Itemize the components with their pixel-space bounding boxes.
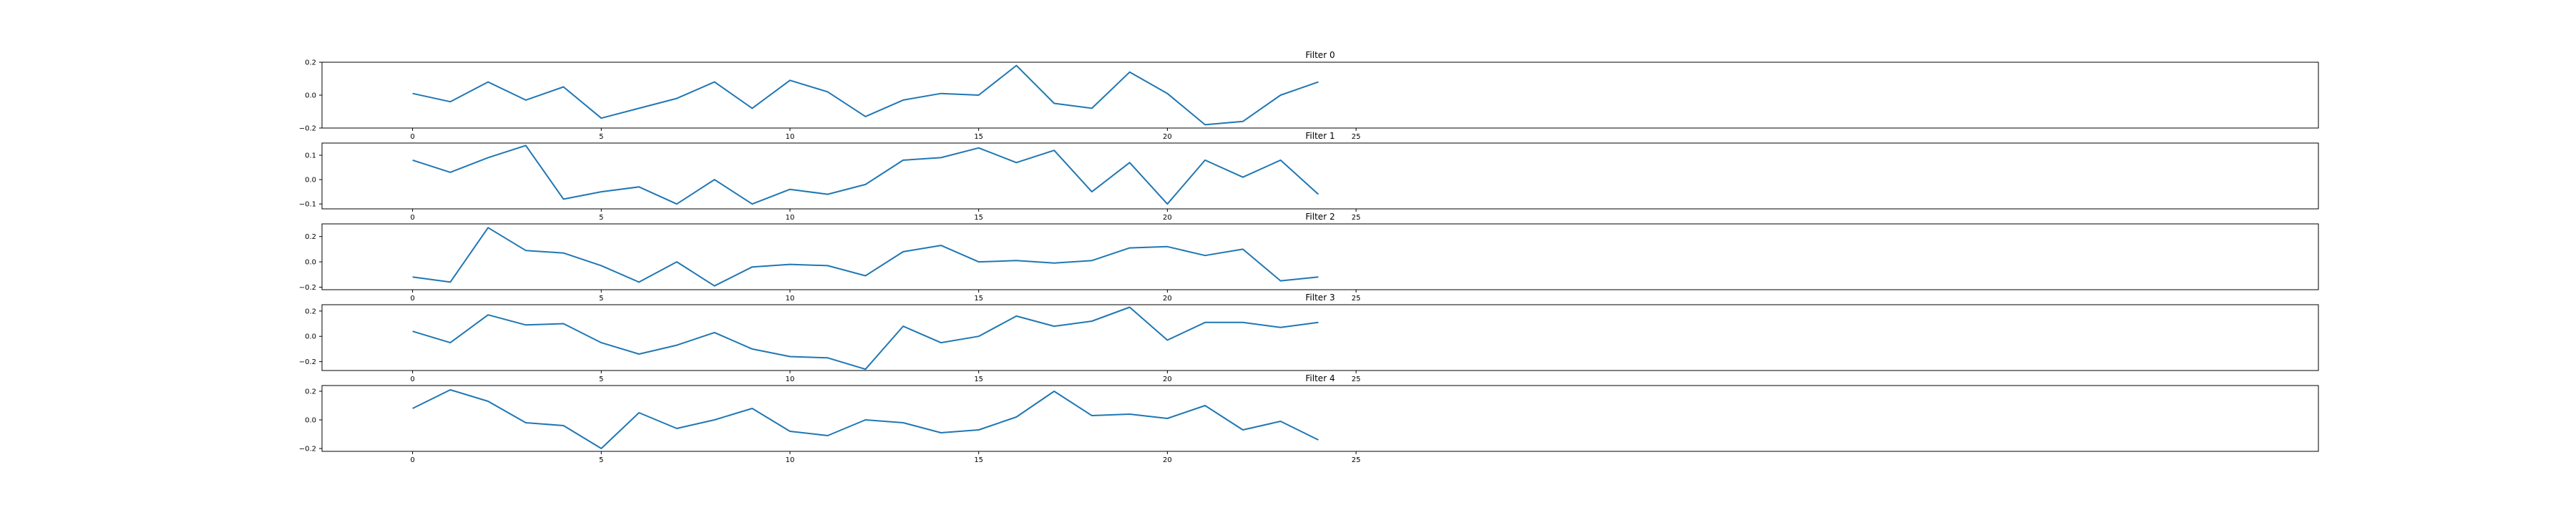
x-tick-label: 20 [1163,295,1172,303]
x-tick-label: 25 [1352,214,1361,222]
y-tick-label: 0.0 [305,417,316,425]
x-tick-label: 15 [974,295,983,303]
series-line [412,144,1319,205]
x-tick-label: 5 [599,214,603,222]
series-line [412,64,1319,126]
subplot-title: Filter 0 [1305,50,1335,60]
x-tick-label: 20 [1163,214,1172,222]
y-tick-label: 0.2 [305,233,316,241]
subplot-filter-0: Filter 0 0 5 10 15 20 25 −0.2 0.0 0.2 [299,50,2319,141]
x-tick-label: 15 [974,133,983,141]
y-tick-label: −0.2 [299,125,316,133]
x-tick-label: 10 [786,295,795,303]
subplot-title: Filter 1 [1305,131,1335,141]
subplot-filter-3: Filter 3 0 5 10 15 20 25 −0.2 0.0 0.2 [299,293,2319,383]
x-tick-label: 0 [410,295,414,303]
x-tick-label: 5 [599,456,603,464]
x-tick-label: 0 [410,456,414,464]
axes-frame [321,142,2319,210]
axes-frame [321,304,2319,371]
y-tick-label: −0.2 [299,446,316,453]
x-tick-label: 15 [974,456,983,464]
series-line [412,227,1319,287]
subplot-title: Filter 2 [1305,212,1335,222]
x-tick-label: 10 [786,214,795,222]
subplot-filter-1: Filter 1 0 5 10 15 20 25 −0.1 0.0 0.1 [299,131,2319,222]
x-tick-label: 20 [1163,133,1172,141]
x-tick-label: 0 [410,133,414,141]
y-tick-label: 0.2 [305,59,316,67]
y-tick-label: 0.2 [305,388,316,396]
subplot-title: Filter 3 [1305,293,1335,303]
y-tick-label: −0.2 [299,358,316,366]
x-tick-label: 25 [1352,456,1361,464]
x-tick-label: 5 [599,376,603,383]
x-tick-label: 15 [974,214,983,222]
y-tick-label: 0.0 [305,92,316,100]
x-tick-label: 5 [599,295,603,303]
x-tick-label: 10 [786,456,795,464]
x-tick-label: 5 [599,133,603,141]
x-tick-label: 25 [1352,376,1361,383]
y-tick-label: 0.0 [305,177,316,185]
subplot-title: Filter 4 [1305,373,1335,383]
axes-frame [321,62,2319,129]
subplot-filter-4: Filter 4 0 5 10 15 20 25 −0.2 0.0 0.2 [299,373,2319,464]
y-tick-label: 0.0 [305,333,316,341]
x-tick-label: 0 [410,214,414,222]
x-tick-label: 10 [786,133,795,141]
x-tick-label: 25 [1352,133,1361,141]
series-line [412,306,1319,371]
x-tick-label: 20 [1163,456,1172,464]
y-tick-label: 0.1 [305,152,316,160]
x-tick-label: 0 [410,376,414,383]
subplot-filter-2: Filter 2 0 5 10 15 20 25 −0.2 0.0 0.2 [299,212,2319,303]
y-tick-label: −0.1 [299,201,316,209]
x-tick-label: 20 [1163,376,1172,383]
series-line [412,389,1319,449]
y-tick-label: 0.2 [305,308,316,315]
y-tick-label: 0.0 [305,259,316,267]
x-tick-label: 10 [786,376,795,383]
y-tick-label: −0.2 [299,284,316,292]
x-tick-label: 15 [974,376,983,383]
axes-frame [321,385,2319,452]
axes-frame [321,223,2319,290]
x-tick-label: 25 [1352,295,1361,303]
